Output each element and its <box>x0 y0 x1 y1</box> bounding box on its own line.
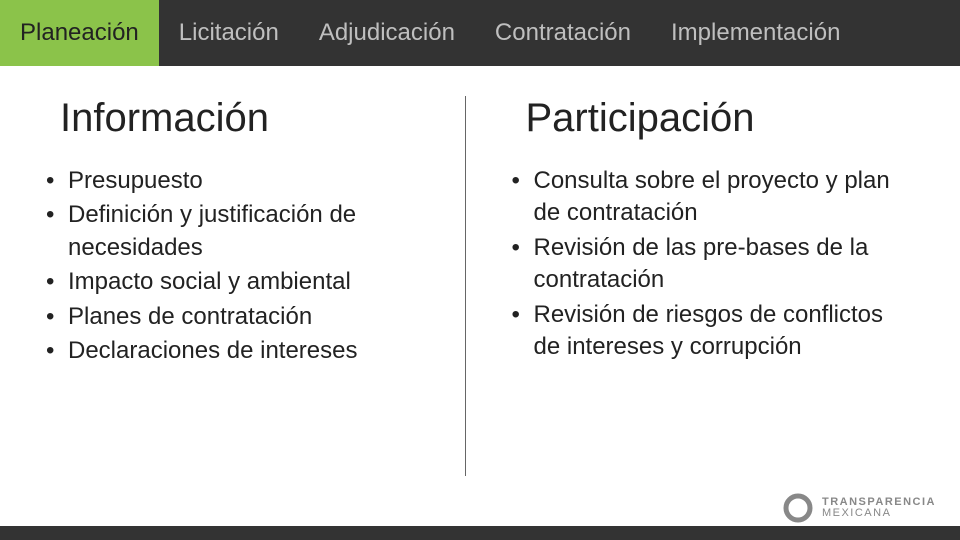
tab-contratacion[interactable]: Contratación <box>475 0 651 66</box>
column-participacion: Participación Consulta sobre el proyecto… <box>465 96 931 476</box>
footer: TRANSPARENCIA MEXICANA <box>0 486 960 540</box>
brand-logo: TRANSPARENCIA MEXICANA <box>782 492 936 524</box>
list-item: Revisión de las pre-bases de la contrata… <box>506 232 911 297</box>
list-participacion: Consulta sobre el proyecto y plan de con… <box>506 165 911 363</box>
tab-implementacion[interactable]: Implementación <box>651 0 860 66</box>
brand-text: TRANSPARENCIA MEXICANA <box>822 497 936 519</box>
footer-strip <box>0 526 960 540</box>
heading-informacion: Información <box>60 96 445 141</box>
list-item: Declaraciones de intereses <box>40 335 445 367</box>
column-informacion: Información Presupuesto Definición y jus… <box>30 96 465 476</box>
list-item: Impacto social y ambiental <box>40 266 445 298</box>
tab-adjudicacion[interactable]: Adjudicación <box>299 0 475 66</box>
list-item: Definición y justificación de necesidade… <box>40 199 445 264</box>
list-item: Consulta sobre el proyecto y plan de con… <box>506 165 911 230</box>
tab-planeacion[interactable]: Planeación <box>0 0 159 66</box>
list-informacion: Presupuesto Definición y justificación d… <box>40 165 445 367</box>
list-item: Planes de contratación <box>40 301 445 333</box>
list-item: Presupuesto <box>40 165 445 197</box>
brand-ring-icon <box>782 492 814 524</box>
content-area: Información Presupuesto Definición y jus… <box>0 66 960 486</box>
brand-line2: MEXICANA <box>822 508 936 519</box>
tab-licitacion[interactable]: Licitación <box>159 0 299 66</box>
list-item: Revisión de riesgos de conflictos de int… <box>506 299 911 364</box>
heading-participacion: Participación <box>526 96 911 141</box>
tab-bar: Planeación Licitación Adjudicación Contr… <box>0 0 960 66</box>
